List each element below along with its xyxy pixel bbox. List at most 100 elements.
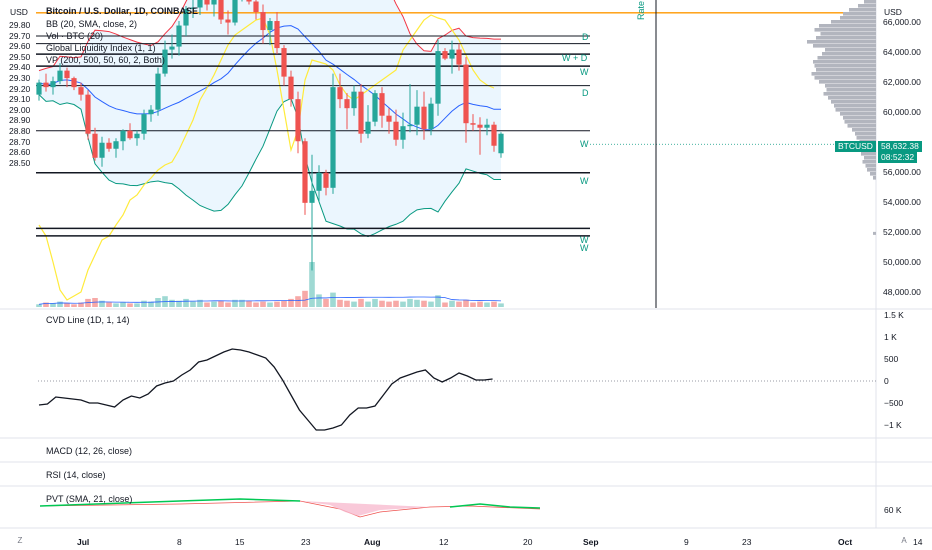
candle-body [456, 49, 462, 65]
legend-volume[interactable]: Vol · BTC (20) [46, 31, 104, 41]
right-axis-tick: 66,000.00 [883, 16, 921, 27]
candle-body [190, 7, 196, 10]
candle-body [99, 142, 105, 158]
candle [281, 45, 287, 86]
candle [456, 43, 462, 71]
legend-gli[interactable]: Global Liquidity Index (1, 1) [46, 43, 156, 53]
volume-bar [36, 304, 42, 307]
volume-bar [169, 299, 175, 307]
left-axis-tick: 29.50 [9, 51, 31, 62]
vp-bar [807, 40, 876, 44]
bb-lower-line [38, 94, 501, 238]
candle [288, 70, 294, 107]
macd-title[interactable]: MACD (12, 26, close) [46, 446, 133, 456]
volume-bar [302, 290, 308, 307]
candle-body [428, 103, 434, 130]
volume-bar [330, 292, 336, 307]
cvd-line [38, 348, 493, 431]
volume-bar [281, 300, 287, 307]
candle [386, 108, 392, 134]
volume-bar [274, 301, 280, 307]
cvd-tick: −500 [884, 398, 904, 408]
candle [435, 39, 441, 116]
candle [428, 97, 434, 136]
candle-body [78, 87, 84, 95]
cvd-title[interactable]: CVD Line (1D, 1, 14) [46, 315, 130, 325]
volume-bar [484, 302, 490, 307]
vp-bar [870, 172, 876, 176]
level-label-wd: W + D [562, 53, 588, 63]
volume-bar [267, 302, 273, 307]
candle-body [176, 25, 182, 47]
candle [372, 90, 378, 127]
candle-body [50, 81, 56, 88]
candle-body [295, 99, 301, 142]
candle-body [477, 124, 483, 128]
chart-title: Bitcoin / U.S. Dollar, 1D, COINBASE [46, 6, 199, 16]
candle [253, 0, 259, 20]
right-axis-tick: 52,000.00 [883, 226, 921, 237]
volume-bar [498, 303, 504, 307]
candle [498, 132, 504, 158]
candle [365, 105, 371, 139]
vp-bar [819, 80, 876, 84]
candle-body [85, 94, 91, 134]
volume-bar [365, 301, 371, 307]
candle-body [274, 21, 280, 49]
candle [309, 154, 315, 271]
volume-bar [421, 300, 427, 307]
candle [148, 105, 154, 122]
candle [379, 87, 385, 128]
auto-scale-button[interactable]: A [901, 536, 907, 545]
right-axis-tick: 62,000.00 [883, 76, 921, 87]
volume-bar [358, 298, 364, 307]
candle [442, 48, 448, 61]
cvd-tick: 500 [884, 354, 899, 364]
volume-bar [288, 298, 294, 307]
right-axis-tick: 56,000.00 [883, 166, 921, 177]
pvt-line [449, 503, 541, 509]
pvt-title[interactable]: PVT (SMA, 21, close) [46, 494, 133, 504]
vp-bar [835, 108, 876, 112]
vp-bar [840, 16, 876, 20]
rsi-title[interactable]: RSI (14, close) [46, 470, 106, 480]
candle-body [134, 133, 140, 139]
volume-ma [38, 296, 502, 305]
zoom-button[interactable]: Z [17, 536, 23, 545]
cvd-tick: 1 K [884, 332, 897, 342]
candle-body [232, 0, 238, 23]
legend-bb[interactable]: BB (20, SMA, close, 2) [46, 19, 138, 29]
candle [92, 127, 98, 161]
candle-body [407, 124, 413, 127]
candle-body [71, 78, 77, 88]
candle-body [36, 82, 42, 95]
volume-bar [253, 302, 259, 307]
candle-body [246, 0, 252, 2]
vp-bar [840, 112, 876, 116]
candle [120, 129, 126, 151]
candle [141, 109, 147, 140]
candle [421, 91, 427, 140]
candle-body [92, 133, 98, 158]
level-label-w: W [580, 235, 589, 245]
vp-bar [862, 160, 876, 164]
pvt-negative-area [300, 501, 430, 516]
candle-body [43, 82, 49, 88]
volume-bar [141, 300, 147, 307]
candle [393, 109, 399, 146]
candle [85, 90, 91, 140]
x-axis-tick: 14 [913, 537, 923, 547]
candle-body [449, 49, 455, 59]
left-axis-tick: 28.50 [9, 157, 31, 168]
level-label-w: W [580, 243, 589, 253]
vp-bar [819, 24, 876, 28]
vp-bar [825, 48, 876, 52]
volume-bar [120, 302, 126, 307]
candle [64, 67, 70, 88]
bb-fill [39, 0, 501, 237]
legend-vp[interactable]: VP (200, 500, 50, 60, 2, Both) [46, 55, 165, 65]
vp-bar [817, 56, 876, 60]
candle [295, 91, 301, 154]
vp-bar [826, 88, 876, 92]
